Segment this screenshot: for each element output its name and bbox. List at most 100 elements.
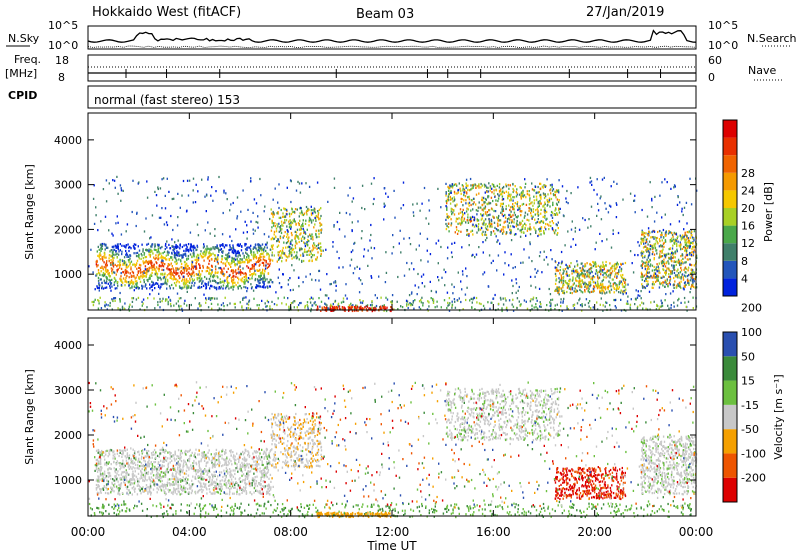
data-cell: [115, 253, 117, 256]
data-cell: [649, 248, 652, 251]
data-cell: [146, 306, 148, 309]
data-cell: [243, 285, 245, 289]
data-cell: [532, 298, 534, 301]
data-cell: [386, 298, 389, 301]
data-cell: [104, 253, 106, 256]
data-cell: [104, 256, 106, 259]
data-cell: [247, 303, 250, 306]
data-cell: [219, 248, 221, 251]
data-cell: [471, 215, 474, 218]
data-cell: [291, 247, 293, 250]
data-cell: [135, 283, 137, 286]
data-cell: [112, 179, 114, 182]
data-cell: [484, 231, 487, 234]
data-cell: [633, 199, 636, 202]
data-cell: [266, 252, 268, 255]
data-cell: [653, 273, 656, 276]
data-cell: [150, 273, 152, 276]
data-cell: [490, 261, 493, 265]
data-cell: [641, 260, 643, 263]
data-cell: [145, 248, 147, 252]
data-cell: [574, 265, 576, 268]
data-cell: [299, 228, 301, 231]
data-cell: [555, 223, 557, 226]
data-cell: [229, 263, 231, 266]
data-cell: [236, 215, 239, 218]
data-cell: [258, 257, 260, 260]
data-cell: [508, 299, 511, 302]
data-cell: [477, 228, 480, 231]
data-cell: [311, 233, 313, 236]
data-cell: [264, 205, 266, 208]
data-cell: [653, 283, 655, 286]
data-cell: [569, 278, 571, 281]
data-cell: [642, 261, 645, 264]
data-cell: [567, 308, 569, 311]
data-cell: [604, 271, 607, 275]
data-cell: [412, 300, 415, 303]
data-cell: [195, 267, 198, 270]
data-cell: [524, 222, 526, 225]
data-cell: [111, 263, 114, 266]
data-cell: [579, 297, 581, 300]
data-cell: [528, 203, 531, 206]
data-cell: [549, 221, 551, 224]
data-cell: [471, 199, 473, 202]
data-cell: [684, 246, 687, 249]
data-cell: [207, 221, 209, 224]
data-cell: [280, 216, 282, 219]
data-cell: [560, 277, 563, 280]
data-cell: [397, 275, 399, 279]
data-cell: [237, 281, 239, 284]
data-cell: [661, 276, 663, 279]
data-cell: [243, 272, 245, 275]
data-cell: [307, 305, 309, 308]
data-cell: [258, 244, 261, 247]
data-cell: [291, 244, 294, 247]
data-cell: [421, 296, 423, 299]
data-cell: [283, 207, 285, 210]
data-cell: [513, 225, 515, 229]
data-cell: [685, 283, 687, 286]
data-cell: [602, 263, 604, 267]
data-cell: [659, 253, 661, 256]
data-cell: [586, 269, 588, 273]
data-cell: [659, 194, 661, 197]
data-cell: [596, 274, 599, 277]
data-cell: [124, 261, 127, 264]
data-cell: [179, 276, 181, 279]
data-cell: [570, 192, 572, 195]
data-cell: [350, 302, 352, 305]
data-cell: [605, 207, 607, 210]
data-cell: [258, 282, 260, 285]
data-cell: [690, 268, 693, 272]
data-cell: [96, 273, 98, 276]
data-cell: [432, 298, 435, 302]
data-cell: [259, 256, 261, 259]
data-cell: [565, 263, 567, 266]
data-cell: [509, 225, 512, 228]
data-cell: [524, 186, 526, 189]
freq-tick-top: 18: [55, 54, 69, 67]
data-cell: [492, 297, 495, 300]
data-cell: [148, 269, 150, 272]
data-cell: [558, 293, 560, 296]
data-cell: [475, 186, 477, 189]
data-cell: [678, 260, 680, 263]
data-cell: [594, 272, 597, 275]
data-cell: [318, 279, 320, 282]
data-cell: [602, 269, 604, 272]
data-cell: [320, 207, 322, 210]
data-cell: [222, 244, 224, 247]
data-cell: [264, 243, 267, 246]
data-cell: [504, 213, 506, 217]
data-cell: [229, 248, 231, 251]
data-cell: [521, 193, 524, 196]
data-cell: [543, 196, 546, 200]
data-cell: [308, 220, 310, 223]
data-cell: [293, 269, 295, 272]
data-cell: [225, 264, 227, 267]
data-cell: [246, 290, 248, 293]
data-cell: [612, 285, 614, 288]
data-cell: [238, 251, 240, 254]
